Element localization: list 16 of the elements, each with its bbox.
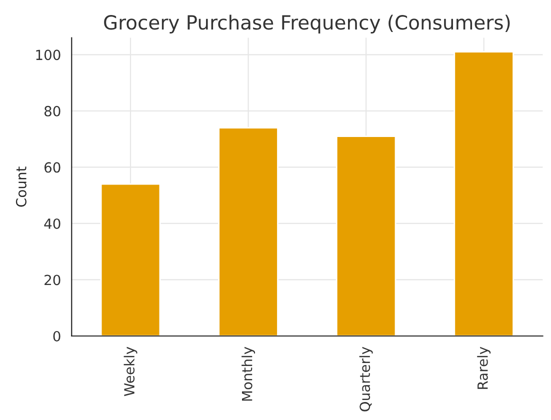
bar: [100, 183, 161, 336]
y-tick-label: 40: [44, 218, 60, 229]
y-tick-label: 0: [53, 330, 60, 342]
x-tick-label: Monthly: [242, 346, 256, 401]
bar: [218, 127, 278, 336]
bar: [454, 51, 514, 336]
y-tick-label: 80: [44, 106, 60, 116]
chart-title: Grocery Purchase Frequency (Consumers): [104, 14, 510, 34]
y-tick-label: 100: [36, 50, 60, 60]
y-tick-label: 60: [44, 162, 60, 173]
y-tick-label: 20: [44, 274, 60, 286]
x-tick-label: Quarterly: [359, 346, 373, 412]
x-tick-label: Weekly: [124, 346, 138, 396]
bar: [336, 136, 396, 336]
x-tick-label: Rarely: [477, 346, 491, 389]
y-axis-title: Count: [16, 166, 26, 207]
